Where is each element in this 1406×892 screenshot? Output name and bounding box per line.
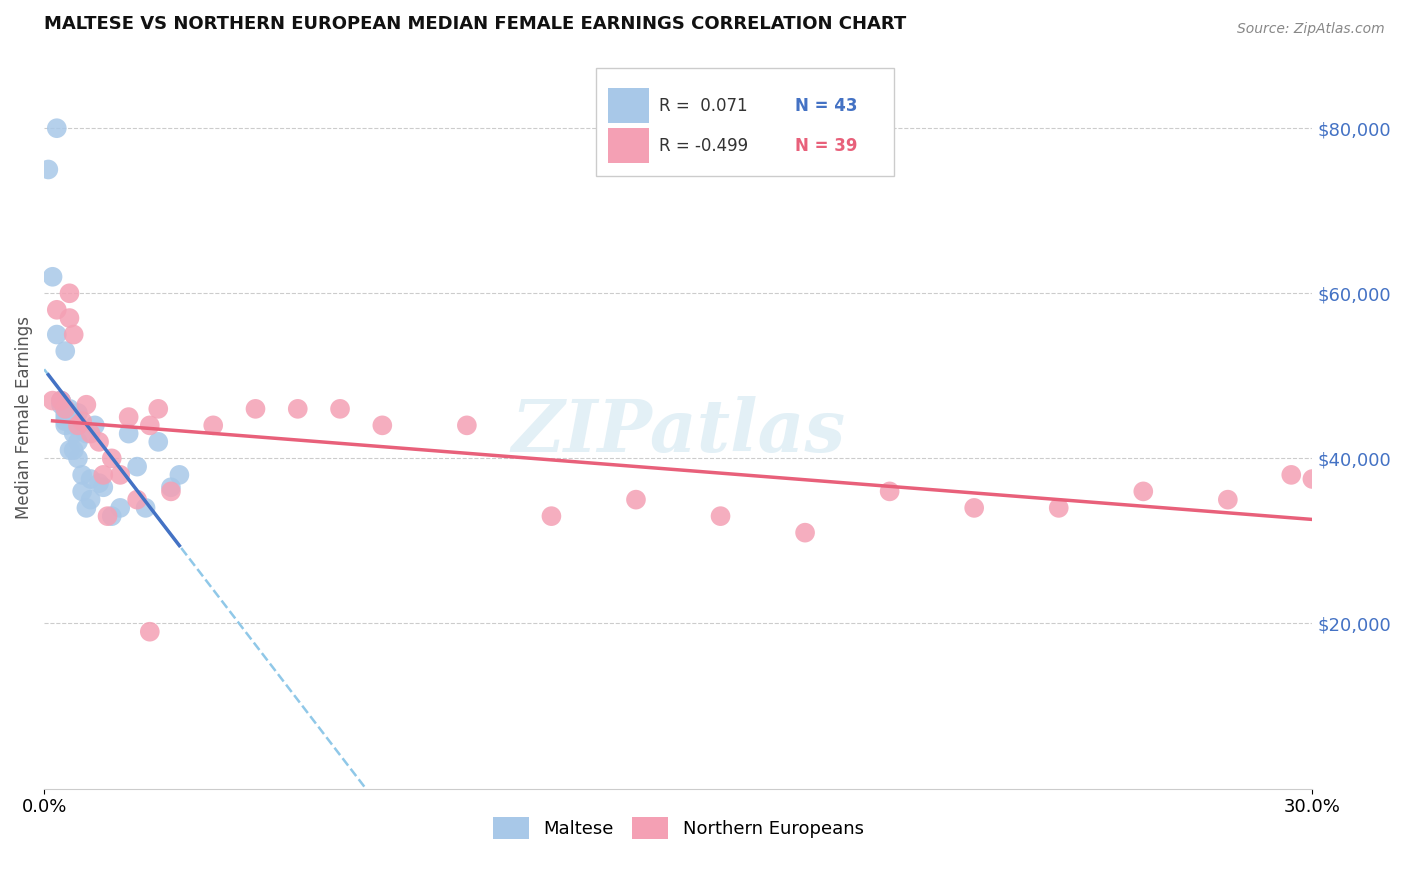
FancyBboxPatch shape (609, 128, 650, 163)
Point (139, 418, 162, 433)
Point (58, 443, 80, 458)
Text: ZIPatlas: ZIPatlas (512, 396, 845, 467)
Point (79, 492, 101, 507)
Point (169, 467, 191, 482)
Point (87, 476, 110, 491)
Point (62, 410, 84, 425)
Point (62, 418, 84, 433)
Point (70, 414, 93, 428)
Point (79, 426, 101, 441)
Point (37, 162, 59, 177)
Point (1132, 484, 1154, 499)
Point (287, 401, 309, 416)
Point (70, 484, 93, 499)
Point (66, 406, 89, 420)
Point (1279, 467, 1302, 482)
Point (202, 418, 225, 433)
Point (160, 484, 183, 499)
Point (66, 451, 89, 466)
Text: N = 43: N = 43 (794, 96, 858, 115)
Point (118, 410, 141, 425)
Point (96, 509, 118, 524)
Point (49, 393, 72, 408)
Point (62, 327, 84, 342)
Point (963, 500, 986, 515)
Point (41, 269, 63, 284)
Point (58, 409, 80, 423)
Point (100, 509, 122, 524)
FancyBboxPatch shape (609, 87, 650, 123)
Point (456, 418, 478, 433)
Point (75, 398, 97, 412)
Point (709, 509, 731, 524)
Point (53, 414, 76, 428)
Point (91, 480, 114, 494)
Point (66, 418, 89, 433)
Point (58, 286, 80, 301)
Point (794, 525, 817, 540)
Point (1301, 472, 1323, 486)
Point (49, 393, 72, 408)
Y-axis label: Median Female Earnings: Median Female Earnings (15, 316, 32, 518)
Point (540, 509, 562, 524)
Point (127, 492, 149, 507)
Legend: Maltese, Northern Europeans: Maltese, Northern Europeans (485, 810, 870, 847)
Text: N = 39: N = 39 (794, 136, 858, 154)
Point (62, 443, 84, 458)
Point (127, 459, 149, 474)
Text: Source: ZipAtlas.com: Source: ZipAtlas.com (1237, 22, 1385, 37)
Point (100, 451, 122, 466)
Point (329, 401, 352, 416)
Point (70, 467, 93, 482)
Point (53, 410, 76, 425)
Point (53, 418, 76, 433)
Point (45, 327, 67, 342)
Point (53, 344, 76, 359)
Point (49, 398, 72, 412)
Point (58, 401, 80, 416)
Point (58, 414, 80, 428)
Point (75, 500, 97, 515)
Point (66, 434, 89, 449)
Point (139, 624, 162, 639)
Point (148, 434, 170, 449)
Point (118, 426, 141, 441)
Point (49, 393, 72, 408)
Point (41, 393, 63, 408)
Point (624, 492, 647, 507)
Point (53, 401, 76, 416)
Point (91, 467, 114, 482)
Point (879, 484, 901, 499)
Point (53, 401, 76, 416)
Point (108, 467, 131, 482)
Point (75, 426, 97, 441)
FancyBboxPatch shape (596, 68, 894, 176)
Point (371, 418, 394, 433)
Point (79, 472, 101, 486)
Text: R = -0.499: R = -0.499 (659, 136, 748, 154)
Point (148, 401, 170, 416)
Text: R =  0.071: R = 0.071 (659, 96, 748, 115)
Text: MALTESE VS NORTHERN EUROPEAN MEDIAN FEMALE EARNINGS CORRELATION CHART: MALTESE VS NORTHERN EUROPEAN MEDIAN FEMA… (44, 15, 907, 33)
Point (83, 418, 105, 433)
Point (45, 302, 67, 317)
Point (58, 311, 80, 326)
Point (53, 406, 76, 420)
Point (108, 500, 131, 515)
Point (1047, 500, 1070, 515)
Point (45, 121, 67, 136)
Point (87, 434, 110, 449)
Point (66, 418, 89, 433)
Point (1216, 492, 1239, 507)
Point (62, 426, 84, 441)
Point (160, 480, 183, 494)
Point (245, 401, 267, 416)
Point (135, 500, 157, 515)
Point (58, 406, 80, 420)
